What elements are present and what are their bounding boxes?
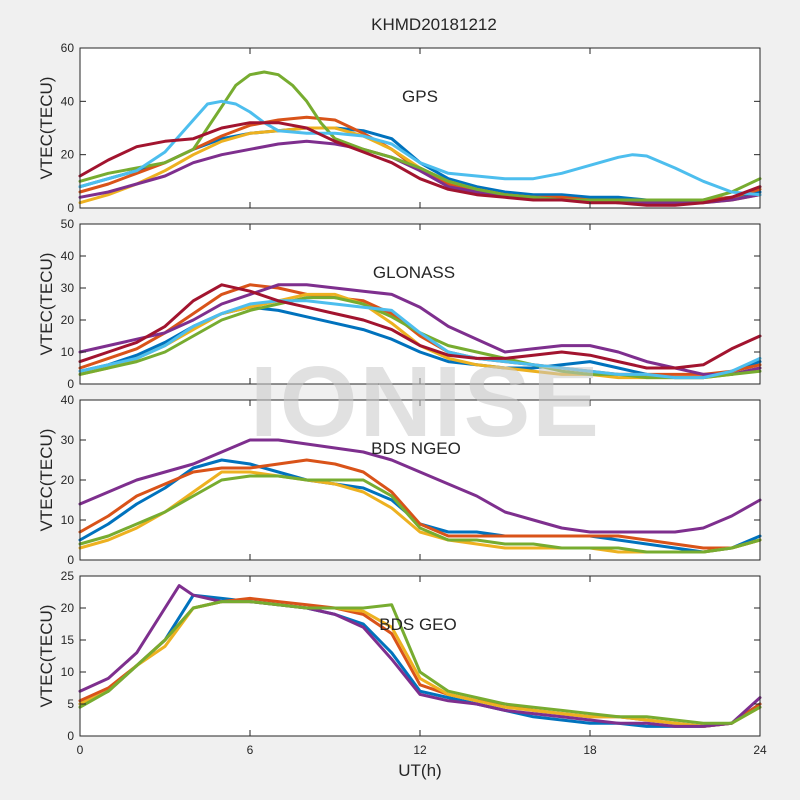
- series-line-4: [78, 584, 762, 728]
- y-tick-label: 40: [61, 393, 75, 407]
- series-line-6: [78, 99, 762, 197]
- y-tick-label: 5: [67, 697, 74, 711]
- series-group: [78, 283, 762, 380]
- y-tick-label: 40: [61, 94, 75, 108]
- y-tick-label: 20: [61, 313, 75, 327]
- y-tick-label: 20: [61, 148, 75, 162]
- panel-title: GPS: [402, 87, 438, 106]
- y-tick-label: 50: [61, 217, 75, 231]
- series-line-4: [78, 438, 762, 534]
- panel-title: GLONASS: [373, 263, 455, 282]
- series-line-7: [78, 283, 762, 370]
- panel-4: 0 5 10 15 20 25 0 6 12 18 24 BDS GEO VTEC(TECU): [37, 569, 767, 757]
- plot-background: [80, 400, 760, 560]
- x-tick-label: 0: [77, 743, 84, 757]
- y-tick-label: 10: [61, 665, 75, 679]
- plot-background: [80, 48, 760, 208]
- series-line-5: [78, 70, 762, 202]
- series-line-4: [78, 139, 762, 205]
- y-axis-label: VTEC(TECU): [37, 429, 56, 532]
- series-line-4: [78, 283, 762, 376]
- x-tick-label: 12: [413, 743, 427, 757]
- panel-title: BDS GEO: [379, 615, 456, 634]
- series-line-6: [78, 299, 762, 380]
- y-tick-label: 20: [61, 601, 75, 615]
- panel-title: BDS NGEO: [371, 439, 461, 458]
- figure-title: KHMD20181212: [371, 15, 497, 34]
- y-tick-label: 30: [61, 281, 75, 295]
- y-tick-label: 0: [67, 553, 74, 567]
- y-axis-label: VTEC(TECU): [37, 77, 56, 180]
- y-tick-label: 0: [67, 377, 74, 391]
- x-tick-label: 24: [753, 743, 767, 757]
- panel-3: 0 10 20 30 40 BDS NGEO VTEC(TECU): [37, 393, 762, 567]
- y-axis-label: VTEC(TECU): [37, 605, 56, 708]
- panel-2: 0 10 20 30 40 50 GLONASS VTEC(TECU): [37, 217, 762, 391]
- y-axis-label: VTEC(TECU): [37, 253, 56, 356]
- y-tick-label: 0: [67, 729, 74, 743]
- y-tick-label: 40: [61, 249, 75, 263]
- series-group: [78, 70, 762, 207]
- series-line-5: [78, 474, 762, 554]
- x-tick-label: 6: [247, 743, 254, 757]
- series-line-5: [78, 600, 762, 725]
- y-tick-label: 0: [67, 201, 74, 215]
- series-line-7: [78, 121, 762, 207]
- x-tick-label: 18: [583, 743, 597, 757]
- series-group: [78, 584, 762, 728]
- series-line-2: [78, 458, 762, 550]
- y-tick-label: 25: [61, 569, 75, 583]
- y-tick-label: 30: [61, 433, 75, 447]
- series-group: [78, 438, 762, 554]
- plot-background: [80, 576, 760, 736]
- y-tick-label: 15: [61, 633, 75, 647]
- y-tick-label: 10: [61, 345, 75, 359]
- plot-background: [80, 224, 760, 384]
- x-axis-label: UT(h): [398, 761, 441, 780]
- y-tick-label: 10: [61, 513, 75, 527]
- panel-1: 0 20 40 60 GPS VTEC(TECU): [37, 41, 762, 215]
- y-tick-label: 20: [61, 473, 75, 487]
- y-tick-label: 60: [61, 41, 75, 55]
